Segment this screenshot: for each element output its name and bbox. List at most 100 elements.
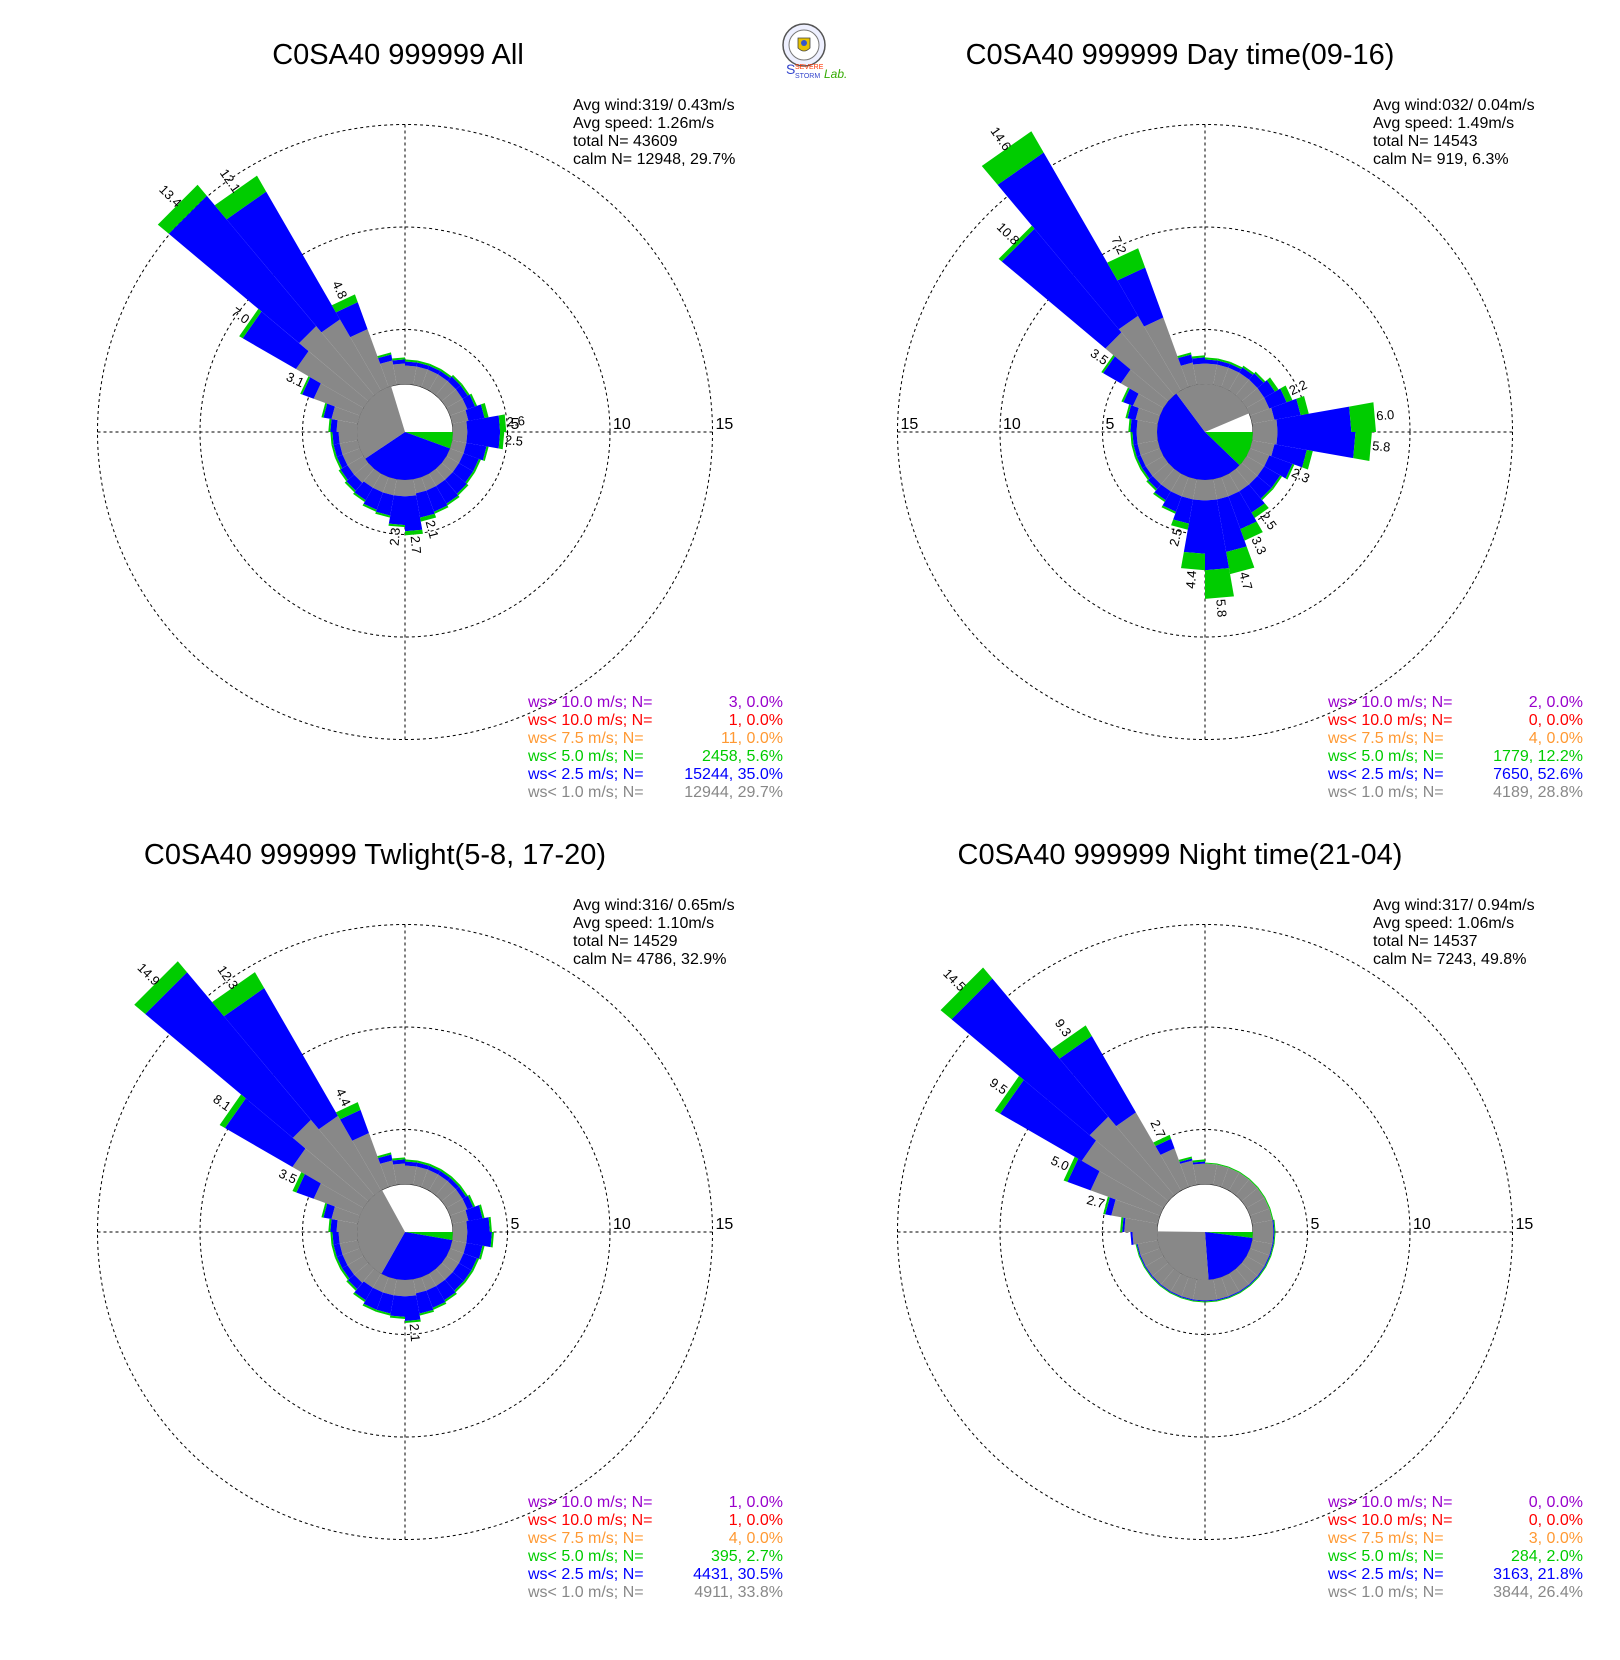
direction-bar [452, 1216, 492, 1232]
bar-gray-segment [450, 1209, 469, 1224]
bar-gray-segment [429, 374, 448, 396]
bar-blue-segment [1103, 356, 1131, 384]
bar-green-segment [1177, 352, 1192, 358]
bar-value-label: 4.8 [329, 278, 350, 301]
bar-green-segment [1135, 1244, 1140, 1257]
bar-value-label: 4.7 [1236, 570, 1255, 591]
bar-green-segment [1229, 361, 1243, 370]
bar-green-segment [1239, 1285, 1251, 1294]
bar-value-label: 2.7 [1085, 1192, 1106, 1211]
bar-blue-segment [1271, 444, 1307, 468]
bar-gray-segment [1221, 473, 1240, 497]
bar-gray-segment [1241, 456, 1265, 477]
bar-green-segment [440, 369, 452, 378]
info-line: total N= 43609 [573, 133, 678, 150]
bar-blue-segment [388, 495, 405, 526]
bar-green-segment [1266, 377, 1279, 392]
bar-green-segment [451, 374, 463, 386]
bar-green-segment [460, 384, 470, 396]
wind-rose-panel: 5 10 15 14.9 12.38.1 4.4 3.5 2.1 C0SA40 999999 T… [97, 839, 783, 1601]
bar-gray-segment [1144, 317, 1189, 391]
bar-gray-segment [435, 1262, 453, 1280]
direction-bar [446, 393, 478, 416]
bar-gray-segment [441, 1256, 459, 1273]
logo-storm-text: STORM [795, 73, 820, 80]
direction-bar [1140, 456, 1169, 480]
bar-blue-segment [1154, 484, 1171, 501]
bar-gray-segment [372, 1273, 389, 1293]
direction-bar [338, 456, 369, 482]
bar-blue-segment [1249, 373, 1264, 388]
logo-lab-text: Lab. [824, 67, 847, 81]
bar-gray-segment [1111, 1199, 1160, 1224]
bar-green-segment [1228, 1166, 1240, 1173]
legend-label: ws< 1.0 m/s; N= [527, 784, 644, 801]
direction-bar [1205, 1279, 1218, 1303]
bar-green-segment [1260, 487, 1274, 501]
direction-bar [446, 1194, 476, 1216]
calm-pie-blue-slice [1205, 1232, 1253, 1280]
calm-pie-green-slice [405, 432, 453, 449]
bar-gray-segment [1105, 332, 1175, 402]
bar-green-segment [331, 1244, 337, 1258]
bar-green-segment [1138, 1255, 1145, 1268]
legend-value: 1, 0.0% [729, 712, 783, 729]
bar-blue-segment [1179, 1158, 1193, 1164]
bar-value-label: 2.5 [1166, 527, 1185, 548]
direction-bar [1177, 352, 1197, 387]
bar-blue-segment [1105, 1197, 1116, 1216]
bar-gray-segment [1132, 1232, 1158, 1245]
bar-blue-segment [296, 1174, 321, 1199]
direction-bar: 2.6 [452, 413, 525, 432]
bar-gray-segment [1250, 1240, 1273, 1256]
calm-pie-blue-slice [365, 432, 451, 481]
bar-green-segment [1161, 505, 1176, 514]
bar-green-segment [490, 1232, 494, 1248]
direction-bar: 7.0 [229, 304, 369, 408]
bar-blue-segment [1249, 476, 1272, 499]
direction-bar [1221, 1166, 1240, 1191]
legend-value: 1, 0.0% [729, 1512, 783, 1529]
direction-bar: 2.5 [1166, 477, 1197, 548]
bar-green-segment [353, 492, 366, 502]
direction-bar [330, 432, 358, 445]
bar-gray-segment [338, 1232, 358, 1244]
calm-pie [356, 1183, 454, 1281]
bar-green-segment [1258, 1266, 1267, 1278]
direction-bar: 9.5 [987, 1075, 1169, 1208]
bar-blue-segment [1132, 432, 1138, 445]
bar-blue-segment [1205, 1299, 1218, 1302]
direction-bar [375, 477, 397, 518]
bar-blue-segment [1228, 363, 1242, 373]
bar-blue-segment [445, 472, 467, 494]
bar-gray-segment [1160, 1148, 1189, 1191]
bar-gray-segment [1205, 363, 1217, 385]
bar-blue-segment [1162, 491, 1182, 512]
bar-gray-segment [1252, 1220, 1274, 1232]
bar-gray-segment [318, 1115, 381, 1196]
direction-bar [1150, 1262, 1175, 1287]
direction-bar: 13.4 [156, 182, 375, 402]
bar-blue-segment [354, 1281, 373, 1301]
bar-blue-segment [330, 419, 338, 432]
bar-blue-segment [463, 442, 487, 461]
direction-bar: 8.1 [210, 1091, 369, 1208]
bar-green-segment [344, 481, 356, 493]
bar-blue-segment [1059, 1035, 1136, 1127]
bar-blue-segment [1257, 1266, 1266, 1277]
direction-bar [429, 369, 452, 396]
legend-label: ws< 7.5 m/s; N= [1327, 1530, 1444, 1547]
bar-blue-segment [1271, 398, 1301, 420]
bar-green-segment [1150, 1276, 1161, 1287]
bar-gray-segment [1124, 1217, 1158, 1232]
bar-gray-segment [446, 448, 464, 464]
bar-blue-segment [1264, 1255, 1271, 1267]
bar-green-segment [459, 1185, 468, 1197]
info-line: total N= 14529 [573, 933, 678, 950]
bar-gray-segment [429, 1174, 448, 1196]
info-line: Avg speed: 1.26m/s [573, 115, 714, 132]
direction-bar [331, 1240, 360, 1258]
direction-bar [1246, 1197, 1271, 1216]
bar-blue-segment [1216, 360, 1230, 368]
